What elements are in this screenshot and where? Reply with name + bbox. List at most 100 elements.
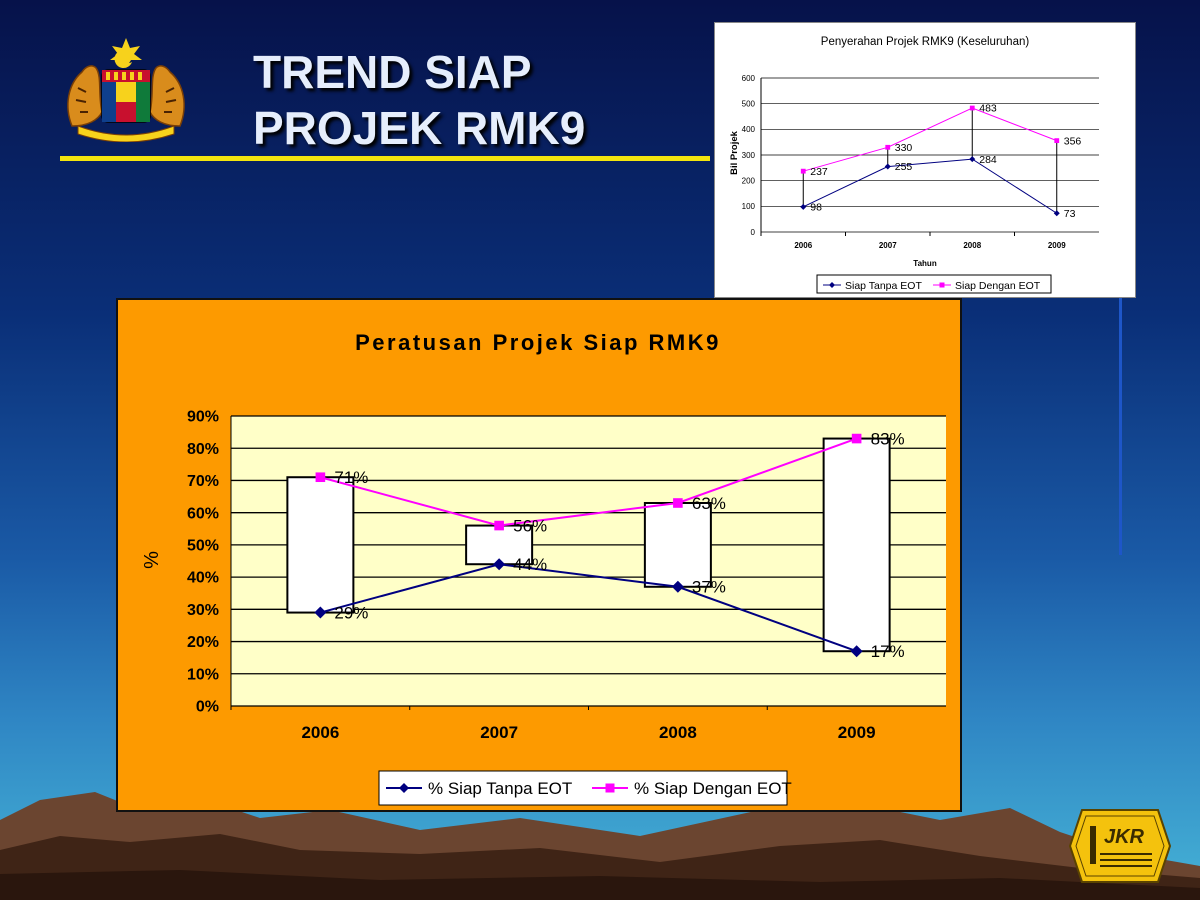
chart-x-ticks: 2006 2007 2008 2009: [230, 706, 876, 742]
data-label: 44%: [513, 555, 547, 574]
chart-peratusan-projek: Peratusan Projek Siap RMK9 0% 10% 20% 30% 40…: [116, 298, 962, 812]
data-label: 56%: [513, 517, 547, 536]
y-tick-label: 100: [742, 202, 756, 211]
data-point: [969, 156, 976, 163]
chart-y-ticks: 0% 10% 20% 30% 40% 50% 60% 70% 80% 90%: [187, 409, 219, 716]
title-underline-rule: [60, 156, 710, 161]
data-label: 483: [979, 103, 997, 115]
y-tick-label: 50%: [187, 537, 219, 554]
y-tick-label: 300: [742, 151, 756, 160]
data-label: 83%: [871, 430, 905, 449]
data-label: 37%: [692, 578, 726, 597]
y-tick-label: 500: [742, 99, 756, 108]
chart-y-axis-label: %: [141, 551, 163, 569]
y-tick-label: 80%: [187, 441, 219, 458]
y-tick-label: 90%: [187, 409, 219, 426]
data-label: 330: [895, 142, 913, 154]
data-point: [969, 105, 975, 111]
chart-data-labels: 29% 44% 37% 17% 71% 56% 63% 83%: [334, 430, 904, 662]
chart-legend: % Siap Tanpa EOT % Siap Dengan EOT: [378, 770, 792, 806]
chart-penyerahan-svg: Penyerahan Projek RMK9 (Keseluruhan) 0 10…: [729, 36, 1099, 294]
y-tick-label: 20%: [187, 634, 219, 651]
data-point: [673, 498, 683, 508]
x-tick-label: 2008: [659, 723, 697, 742]
chart-series-points: [800, 105, 1060, 217]
data-label: 29%: [334, 604, 368, 623]
x-tick-label: 2009: [838, 723, 876, 742]
series-line: [803, 107, 1057, 172]
legend-siap-dengan-eot: Siap Dengan EOT: [955, 280, 1041, 292]
y-tick-label: 70%: [187, 473, 219, 490]
page-title: TREND SIAP PROJEK RMK9: [253, 44, 585, 156]
data-label: 71%: [334, 468, 368, 487]
y-tick-label: 0%: [196, 699, 219, 716]
data-label: 98: [810, 202, 822, 214]
range-bar: [643, 502, 712, 588]
chart-y-ticks: 0 100 200 300 400 500 600: [742, 74, 756, 237]
data-label: 284: [979, 154, 997, 166]
coat-of-arms-emblem: [67, 38, 185, 142]
data-point: [884, 163, 891, 170]
chart-range-lines: [802, 108, 1058, 214]
data-point: [1054, 138, 1060, 144]
y-tick-label: 40%: [187, 570, 219, 587]
chart-peratusan-svg: Peratusan Projek Siap RMK9 0% 10% 20% 30% 40…: [141, 330, 946, 806]
data-point: [850, 645, 863, 658]
data-label: 356: [1064, 135, 1082, 147]
vertical-accent-line: [1119, 80, 1122, 555]
chart-x-ticks: 2006 2007 2008 2009: [760, 232, 1066, 250]
y-tick-label: 400: [742, 125, 756, 134]
x-tick-label: 2007: [480, 723, 518, 742]
data-label: 237: [810, 166, 828, 178]
jkr-logo-text: JKR: [1104, 826, 1145, 848]
series-line: [803, 158, 1058, 214]
data-point: [800, 203, 807, 210]
y-tick-label: 10%: [187, 666, 219, 683]
chart-range-bars: [286, 437, 891, 653]
data-point: [1053, 210, 1060, 217]
data-point: [671, 580, 684, 593]
series-line: [320, 437, 857, 527]
data-label: 73: [1064, 208, 1076, 220]
data-point: [315, 472, 326, 483]
x-tick-label: 2006: [794, 241, 812, 250]
jkr-logo: JKR: [1068, 809, 1172, 883]
legend-pct-siap-tanpa-eot: % Siap Tanpa EOT: [428, 779, 572, 798]
x-tick-label: 2008: [963, 241, 981, 250]
data-point: [800, 168, 806, 174]
data-label: 63%: [692, 494, 726, 513]
chart-penyerahan-projek: Penyerahan Projek RMK9 (Keseluruhan) 0 10…: [714, 22, 1136, 298]
chart-series-lines: [803, 107, 1058, 214]
y-tick-label: 60%: [187, 505, 219, 522]
chart-data-labels: 98 255 284 73 237 330 483 356: [810, 103, 1081, 220]
data-point: [493, 558, 506, 571]
data-point: [494, 520, 504, 531]
chart-series-lines: [320, 437, 857, 653]
data-label: 17%: [871, 642, 905, 661]
x-tick-label: 2009: [1048, 241, 1066, 250]
chart-legend: Siap Tanpa EOT Siap Dengan EOT: [816, 274, 1052, 294]
legend-pct-siap-dengan-eot: % Siap Dengan EOT: [634, 779, 792, 798]
y-tick-label: 600: [742, 74, 756, 83]
page-title-line-2: PROJEK RMK9: [253, 102, 586, 154]
y-tick-label: 200: [742, 176, 756, 185]
chart-y-axis-label: Bil Projek: [729, 130, 740, 175]
y-tick-label: 0: [751, 228, 756, 237]
chart-series-points: [314, 433, 863, 658]
data-point: [314, 606, 327, 619]
y-tick-label: 30%: [187, 602, 219, 619]
x-tick-label: 2006: [301, 723, 339, 742]
data-point: [851, 433, 862, 444]
series-line: [320, 563, 857, 653]
chart-x-axis-label: Tahun: [913, 259, 937, 268]
legend-siap-tanpa-eot: Siap Tanpa EOT: [845, 280, 922, 292]
range-bar: [822, 437, 891, 653]
x-tick-label: 2007: [879, 241, 897, 250]
data-point: [885, 144, 891, 150]
range-bar: [286, 476, 355, 614]
chart-gridlines: [760, 77, 1099, 233]
chart-title: Peratusan Projek Siap RMK9: [355, 330, 721, 355]
data-label: 255: [895, 161, 913, 173]
mountain-background: [0, 792, 1200, 900]
page-title-line-1: TREND SIAP: [253, 46, 532, 98]
